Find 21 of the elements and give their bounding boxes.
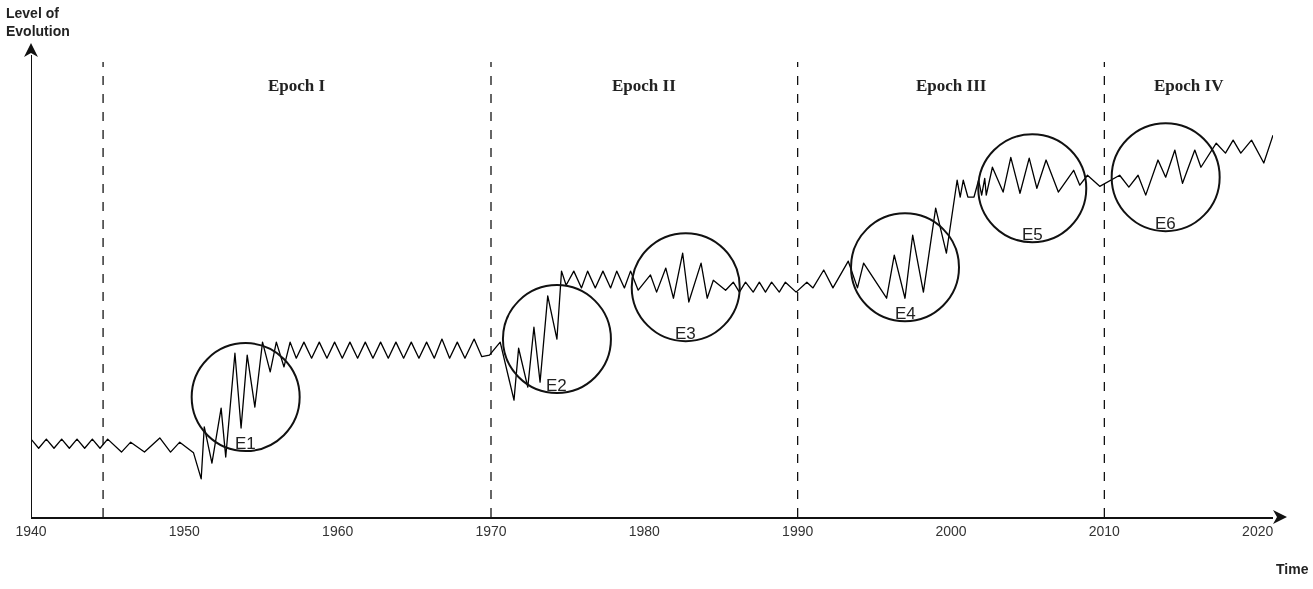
text: Epoch II [612, 76, 677, 95]
x-tick-label: 1940 [15, 522, 47, 539]
annotation: E1 [235, 434, 256, 453]
x-tick-label: 1950 [168, 522, 201, 539]
annotation: E2 [546, 376, 567, 395]
x-tick-label: 2010 [1088, 522, 1121, 539]
x-axis-title: Time [1276, 561, 1309, 577]
text: Level of Evolution [6, 5, 70, 40]
text: Epoch III [916, 76, 987, 95]
x-tick-label: 1980 [628, 522, 661, 539]
x-tick-label: 2000 [935, 522, 967, 539]
x-tick-label: 2020 [1242, 522, 1274, 539]
annotation: E5 [1022, 225, 1043, 244]
annotation: E3 [675, 324, 696, 343]
x-tick-label: 1970 [475, 522, 507, 539]
x-tick-label: 1960 [322, 522, 354, 539]
annotation: E6 [1155, 214, 1176, 233]
annotation: E4 [895, 304, 916, 323]
text: Epoch IV [1154, 76, 1225, 95]
x-tick-label: 1990 [782, 522, 814, 539]
text: Epoch I [268, 76, 326, 95]
